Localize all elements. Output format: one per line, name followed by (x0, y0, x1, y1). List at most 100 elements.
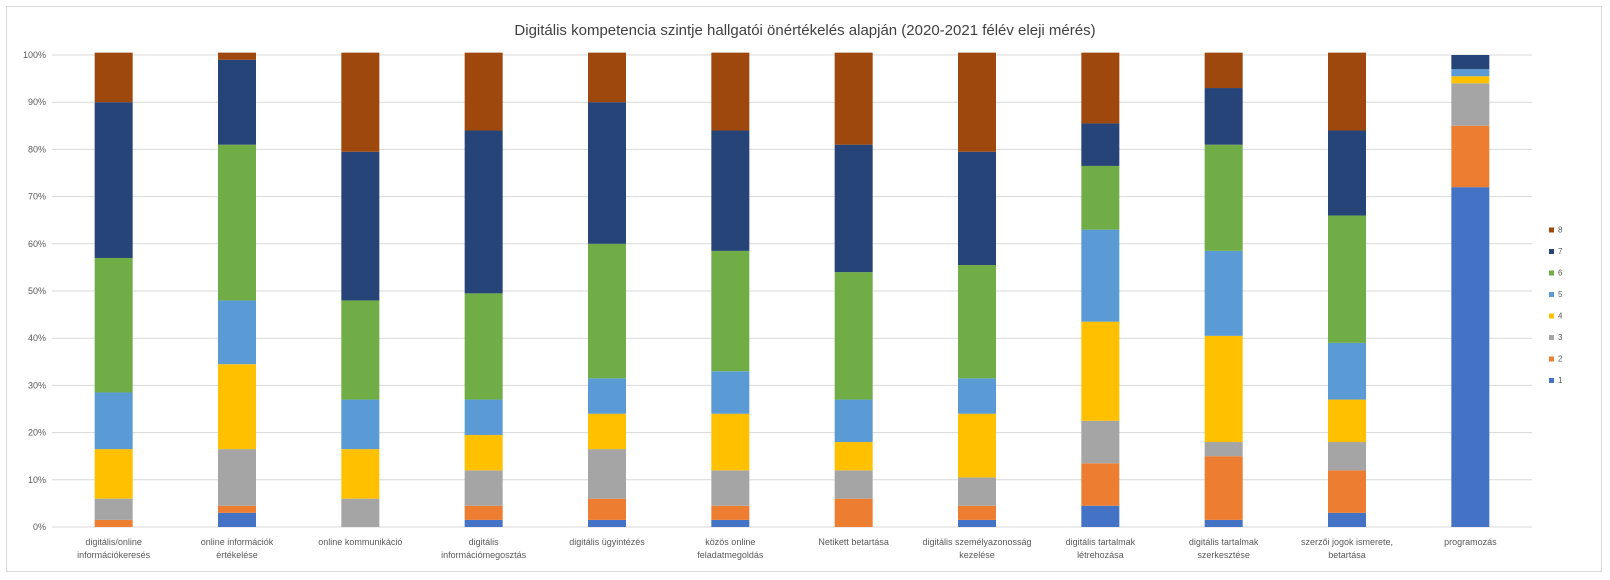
x-tick-label: információkeresés (77, 550, 151, 560)
bar-segment-8 (218, 52, 256, 60)
bar-segment-2 (1328, 470, 1366, 513)
bar-segment-6 (834, 272, 873, 400)
x-tick-label: szerkesztése (1197, 550, 1250, 560)
bar-segment-5 (1204, 250, 1243, 336)
bar-segment-5 (1081, 229, 1120, 322)
legend-swatch-5 (1549, 292, 1554, 297)
x-tick-label: Netikett betartása (818, 537, 889, 547)
bar-segment-4 (1451, 76, 1490, 84)
bar-segment-1 (588, 519, 626, 527)
bar-segment-5 (1328, 342, 1366, 400)
x-tick-label: digitális személyazonosság (922, 537, 1031, 547)
x-tick-label: kezelése (959, 550, 995, 560)
y-tick-label: 100% (23, 50, 46, 60)
bar-segment-6 (958, 265, 996, 379)
bar-segment-3 (1204, 442, 1243, 457)
legend-label-1: 1 (1558, 376, 1563, 385)
bar-segment-8 (94, 52, 133, 103)
x-tick-label: digitális tartalmak (1066, 537, 1136, 547)
legend-swatch-3 (1549, 335, 1554, 340)
bar-segment-7 (218, 59, 256, 145)
x-tick-label: feladatmegoldás (697, 550, 764, 560)
x-tick-label: értékelése (216, 550, 258, 560)
y-tick-label: 50% (28, 286, 46, 296)
bar-segment-8 (1204, 52, 1243, 89)
bar-segment-3 (218, 449, 256, 506)
legend-label-2: 2 (1558, 355, 1563, 364)
bar-segment-2 (958, 505, 996, 520)
x-tick-label: szerzői jogok ismerete, (1301, 537, 1393, 547)
bar-segment-2 (711, 505, 750, 520)
bar-segment-6 (711, 250, 750, 372)
x-tick-label: közös online (705, 537, 755, 547)
bar-segment-6 (1328, 215, 1366, 343)
x-tick-label: online kommunikáció (318, 537, 402, 547)
y-tick-label: 10% (28, 475, 46, 485)
bar-segment-5 (958, 378, 996, 414)
bar-segment-4 (341, 449, 380, 499)
bar-segment-5 (834, 399, 873, 443)
bar-segment-2 (218, 505, 256, 513)
bar-segment-4 (588, 413, 626, 450)
bar-segment-1 (218, 512, 256, 527)
bar-segment-8 (1328, 52, 1366, 131)
bar-segment-3 (94, 498, 133, 520)
bar-segment-1 (711, 519, 750, 527)
bar-segment-5 (218, 300, 256, 365)
bar-segment-5 (464, 399, 503, 435)
bar-segment-5 (711, 371, 750, 414)
legend-swatch-6 (1549, 270, 1554, 276)
bar-segment-2 (1204, 456, 1243, 520)
bar-segment-4 (711, 413, 750, 471)
legend-label-3: 3 (1558, 333, 1563, 342)
x-tick-label: digitális/online (85, 537, 142, 547)
bar-segment-4 (1328, 399, 1366, 443)
chart-title: Digitális kompetencia szintje hallgatói … (514, 22, 1096, 39)
bar-segment-6 (1081, 165, 1120, 230)
bar-segment-3 (1328, 442, 1366, 471)
x-tick-label: betartása (1328, 550, 1366, 560)
bar-segment-1 (1204, 519, 1243, 527)
bar-segment-7 (1204, 88, 1243, 145)
bar-segment-8 (711, 52, 750, 131)
bar-segment-8 (958, 52, 996, 152)
bar-series (94, 52, 1490, 527)
y-tick-label: 30% (28, 380, 46, 390)
legend-label-7: 7 (1558, 247, 1563, 256)
bar-segment-2 (464, 505, 503, 520)
x-axis-category-labels: digitális/online információkeresés online … (77, 537, 1497, 560)
legend-swatch-7 (1549, 249, 1554, 254)
bar-segment-4 (94, 449, 133, 499)
bar-segment-6 (588, 243, 626, 379)
bar-segment-1 (1081, 505, 1120, 527)
bar-segment-2 (588, 498, 626, 520)
bar-segment-6 (341, 300, 380, 400)
y-tick-label: 70% (28, 192, 46, 202)
legend-swatch-2 (1549, 356, 1554, 362)
bar-segment-7 (1451, 55, 1490, 70)
bar-segment-3 (464, 470, 503, 506)
bar-segment-1 (1328, 512, 1366, 527)
gridlines (52, 54, 1532, 528)
bar-segment-1 (958, 519, 996, 527)
x-tick-label: létrehozása (1077, 550, 1124, 560)
y-tick-label: 90% (28, 97, 46, 107)
x-tick-label: digitális tartalmak (1189, 537, 1259, 547)
bar-segment-7 (1081, 123, 1120, 166)
bar-segment-1 (1451, 187, 1490, 527)
bar-segment-8 (834, 52, 873, 145)
bar-segment-6 (1204, 144, 1243, 251)
bar-segment-3 (1451, 83, 1490, 126)
bar-segment-3 (834, 470, 873, 499)
bar-segment-7 (834, 144, 873, 273)
legend-label-4: 4 (1558, 312, 1563, 321)
bar-segment-5 (341, 399, 380, 450)
bar-segment-5 (94, 392, 133, 450)
bar-segment-4 (1081, 321, 1120, 421)
legend-swatch-4 (1549, 313, 1554, 319)
bar-segment-7 (464, 130, 503, 294)
bar-segment-4 (1204, 335, 1243, 443)
legend-swatch-1 (1549, 378, 1554, 383)
y-tick-label: 80% (28, 144, 46, 154)
